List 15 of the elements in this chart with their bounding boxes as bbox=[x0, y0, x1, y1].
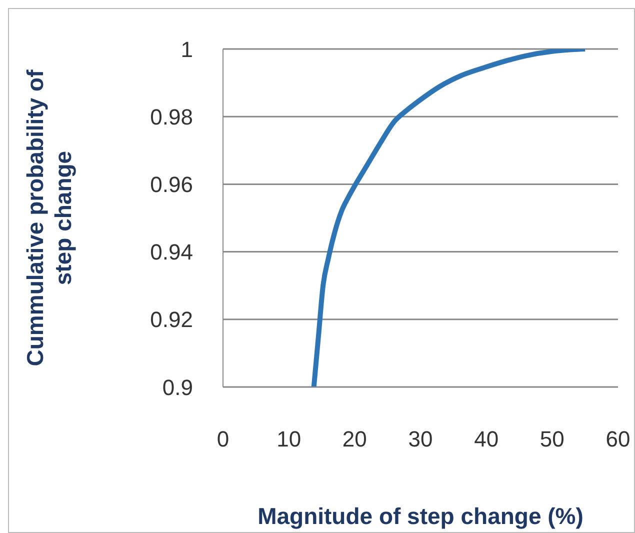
x-tick-label: 0 bbox=[216, 426, 230, 452]
y-tick-label: 0.9 bbox=[162, 374, 193, 400]
x-tick-label: 50 bbox=[540, 426, 564, 452]
x-tick-label: 30 bbox=[408, 426, 433, 452]
y-tick-label: 0.94 bbox=[150, 240, 193, 265]
y-tick-label: 0.96 bbox=[150, 172, 193, 198]
x-tick-label: 10 bbox=[276, 426, 302, 452]
y-tick-label: 0.92 bbox=[150, 307, 193, 332]
y-tick-label: 0.98 bbox=[150, 104, 193, 130]
x-tick-label: 20 bbox=[342, 426, 367, 452]
x-tick-label: 40 bbox=[474, 426, 499, 452]
y-tick-label: 1 bbox=[180, 36, 193, 62]
y-axis-title: Cummulative probability of step change bbox=[22, 69, 76, 366]
x-axis-title: Magnitude of step change (%) bbox=[258, 503, 584, 529]
x-tick-label: 60 bbox=[606, 426, 630, 452]
